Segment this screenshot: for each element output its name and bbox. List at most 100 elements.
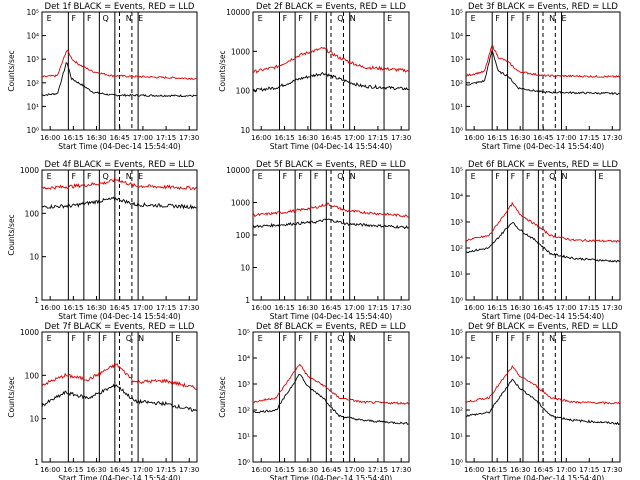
x-tick-label: 16:45 xyxy=(321,134,341,142)
y-axis-label: Counts/sec xyxy=(7,214,16,255)
y-tick-label: 10³ xyxy=(237,380,250,389)
y-tick-label: 1000 xyxy=(231,47,250,56)
y-tick-label: 10 xyxy=(240,264,250,273)
event-label: E xyxy=(258,334,263,343)
event-label: F xyxy=(298,334,303,343)
y-tick-label: 10² xyxy=(450,244,463,253)
event-label: Q xyxy=(337,172,343,181)
y-tick-label: 1000 xyxy=(20,166,39,175)
x-tick-label: 17:00 xyxy=(133,466,153,474)
event-label: F xyxy=(314,172,319,181)
event-label: E xyxy=(561,14,566,23)
series-line-events xyxy=(465,221,620,263)
y-tick-label: 10¹ xyxy=(450,432,463,441)
x-tick-label: 17:30 xyxy=(391,304,411,312)
y-tick-label: 10⁰ xyxy=(450,126,463,135)
y-tick-label: 10¹ xyxy=(26,102,39,111)
y-tick-label: 10⁴ xyxy=(237,354,250,363)
x-tick-label: 16:45 xyxy=(110,134,130,142)
y-tick-label: 10⁴ xyxy=(450,32,463,41)
series-line-events xyxy=(252,71,409,93)
y-tick-label: 10⁵ xyxy=(26,8,39,17)
x-tick-label: 17:00 xyxy=(133,134,153,142)
chart-panel-9: Det 9f BLACK = Events, RED = LLD 10⁰ 10¹ 10… xyxy=(450,322,622,480)
x-tick-label: 16:00 xyxy=(464,466,484,474)
x-tick-label: 17:30 xyxy=(179,134,199,142)
chart-panel-8: Det 8f BLACK = Events, RED = LLD 10⁰ 10¹ 10… xyxy=(218,322,411,480)
x-tick-label: 17:00 xyxy=(344,134,364,142)
event-label: F xyxy=(511,334,516,343)
x-tick-label: 16:00 xyxy=(464,304,484,312)
x-tick-label: 17:15 xyxy=(579,134,599,142)
y-tick-label: 100 xyxy=(236,87,251,96)
event-label: F xyxy=(283,334,288,343)
x-tick-label: 17:00 xyxy=(556,304,576,312)
series-line-lld xyxy=(465,365,620,405)
x-tick-label: 16:00 xyxy=(251,304,271,312)
y-tick-label: 10000 xyxy=(226,8,250,17)
event-label: N xyxy=(350,334,356,343)
series-line-events xyxy=(41,383,197,412)
event-label: E xyxy=(471,334,476,343)
x-tick-label: 16:00 xyxy=(251,466,271,474)
x-tick-label: 16:30 xyxy=(510,466,530,474)
x-tick-label: 17:30 xyxy=(179,304,199,312)
series-line-lld xyxy=(465,201,620,243)
event-label: F xyxy=(511,14,516,23)
event-label: F xyxy=(495,334,500,343)
y-tick-label: 10⁵ xyxy=(450,166,463,175)
y-tick-label: 10⁰ xyxy=(450,296,463,305)
y-tick-label: 10¹ xyxy=(237,432,250,441)
y-tick-label: 1 xyxy=(245,296,250,305)
event-label: E xyxy=(175,334,180,343)
panel-title: Det 3f BLACK = Events, RED = LLD xyxy=(468,2,618,12)
event-label: F xyxy=(283,14,288,23)
x-tick-label: 17:30 xyxy=(602,466,622,474)
x-axis-label: Start Time (04-Dec-14 15:54:40) xyxy=(482,142,604,151)
event-label: F xyxy=(526,14,531,23)
x-tick-label: 16:15 xyxy=(487,304,507,312)
event-label: F xyxy=(298,14,303,23)
x-tick-label: 16:30 xyxy=(298,134,318,142)
x-tick-label: 16:00 xyxy=(40,466,60,474)
x-axis-label: Start Time (04-Dec-14 15:54:40) xyxy=(482,312,604,321)
x-tick-label: 17:15 xyxy=(156,304,176,312)
x-tick-label: 17:00 xyxy=(556,134,576,142)
y-tick-label: 10¹ xyxy=(450,270,463,279)
panel-title: Det 5f BLACK = Events, RED = LLD xyxy=(256,160,406,170)
x-axis-label: Start Time (04-Dec-14 15:54:40) xyxy=(270,142,392,151)
event-label: F xyxy=(314,334,319,343)
x-tick-label: 16:30 xyxy=(298,466,318,474)
x-tick-label: 16:30 xyxy=(298,304,318,312)
y-tick-label: 10⁰ xyxy=(26,126,39,135)
event-label: N xyxy=(350,172,356,181)
event-label: F xyxy=(495,172,500,181)
panel-title: Det 6f BLACK = Events, RED = LLD xyxy=(468,160,618,170)
x-tick-label: 16:15 xyxy=(63,304,83,312)
x-tick-label: 17:00 xyxy=(556,466,576,474)
y-tick-label: 10 xyxy=(29,253,39,262)
x-tick-label: 16:45 xyxy=(533,134,553,142)
event-label: Q xyxy=(102,172,108,181)
series-line-lld xyxy=(41,49,197,81)
x-tick-label: 16:30 xyxy=(86,304,106,312)
x-axis-label: Start Time (04-Dec-14 15:54:40) xyxy=(58,142,180,151)
event-label: E xyxy=(258,14,263,23)
y-tick-label: 100 xyxy=(236,231,251,240)
x-tick-label: 16:15 xyxy=(274,466,294,474)
y-tick-label: 100 xyxy=(25,371,40,380)
event-label: F xyxy=(71,334,76,343)
series-line-lld xyxy=(41,177,197,191)
x-tick-label: 16:00 xyxy=(40,304,60,312)
x-tick-label: 16:45 xyxy=(321,304,341,312)
panel-title: Det 4f BLACK = Events, RED = LLD xyxy=(45,160,195,170)
event-label: F xyxy=(526,334,531,343)
y-tick-label: 10⁵ xyxy=(450,8,463,17)
event-label: Q xyxy=(337,14,343,23)
x-tick-label: 16:15 xyxy=(63,134,83,142)
series-line-lld xyxy=(41,362,197,391)
x-axis-label: Start Time (04-Dec-14 15:54:40) xyxy=(270,474,392,480)
x-tick-label: 16:30 xyxy=(510,134,530,142)
x-tick-label: 16:45 xyxy=(110,466,130,474)
x-tick-label: 17:15 xyxy=(368,134,388,142)
